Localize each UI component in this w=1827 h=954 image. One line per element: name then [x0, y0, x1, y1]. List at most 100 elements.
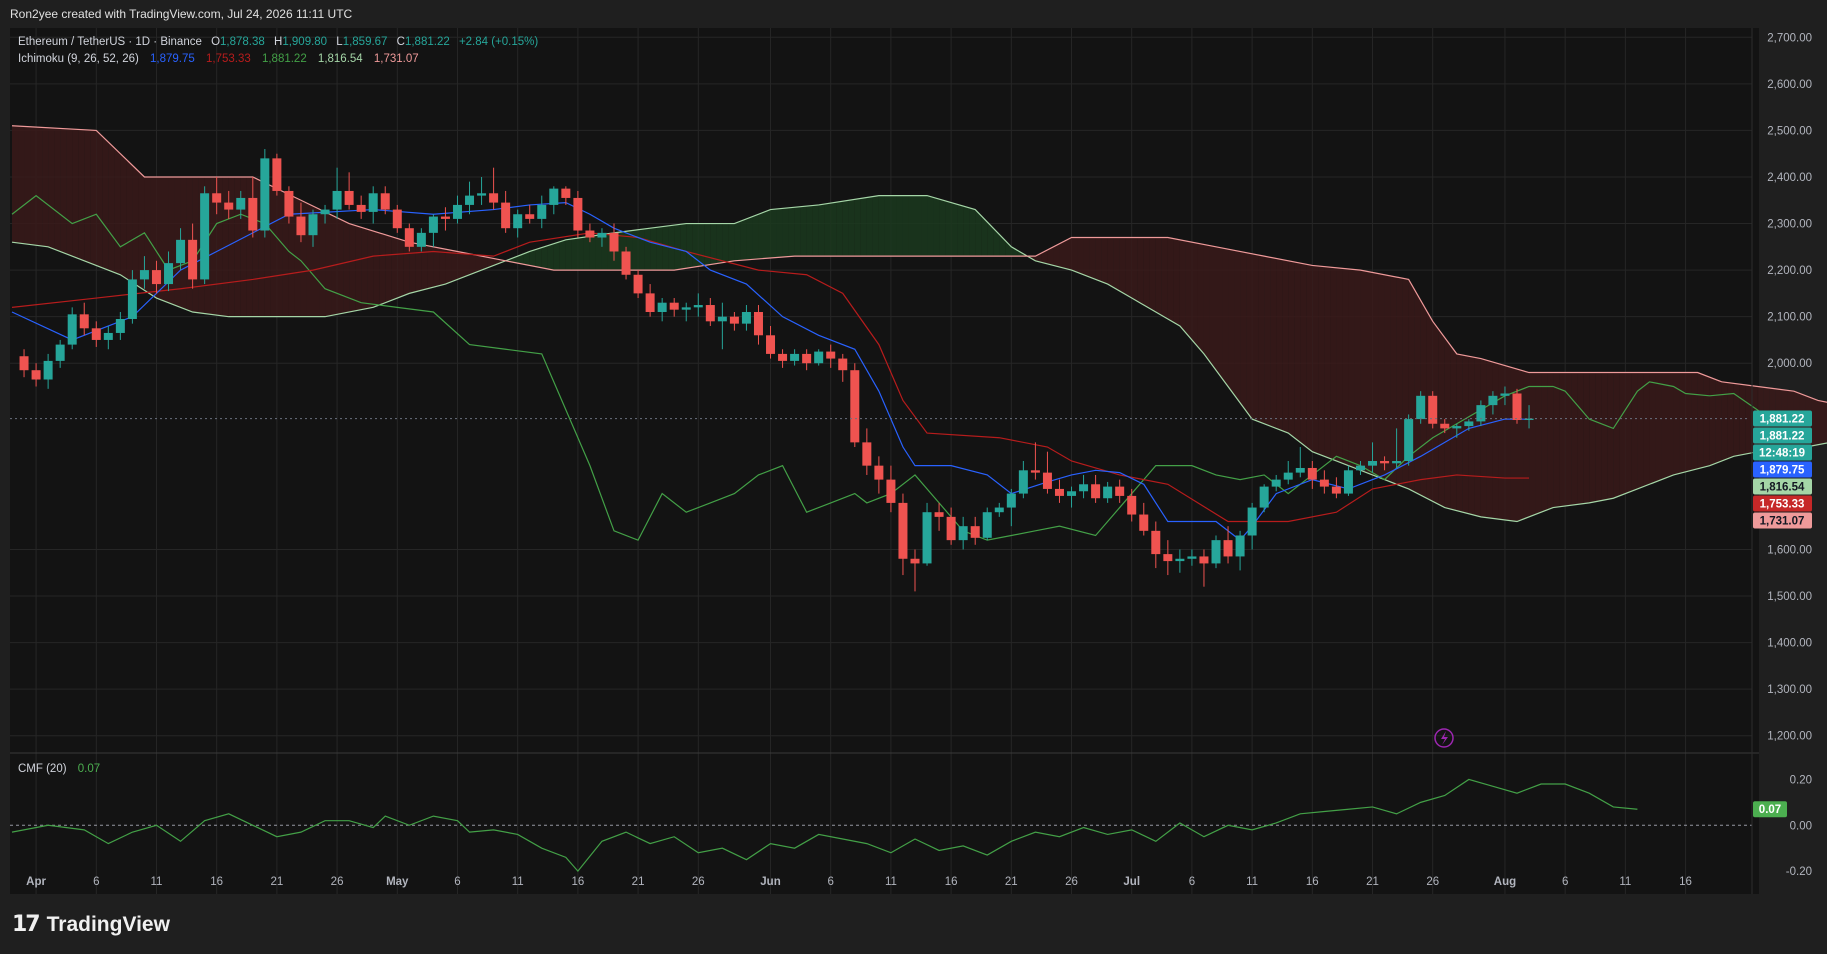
cloud-segment — [90, 130, 97, 266]
svg-text:Ethereum / TetherUS · 1D · Bin: Ethereum / TetherUS · 1D · Binance O1,87… — [18, 36, 538, 48]
candle-body — [910, 558, 920, 564]
cloud-segment — [1197, 243, 1204, 354]
cmf-badge-label: 0.07 — [1759, 804, 1781, 816]
time-tick-label: 21 — [1366, 876, 1379, 888]
cloud-segment — [836, 201, 843, 257]
candle-body — [489, 193, 499, 203]
candle-body — [922, 512, 932, 564]
cloud-segment — [475, 254, 482, 273]
candle-body — [1512, 393, 1522, 421]
cloud-segment — [54, 128, 61, 252]
cloud-segment — [1041, 249, 1048, 264]
candle-body — [1163, 554, 1173, 562]
candle-body — [91, 328, 101, 340]
candle-body — [248, 197, 258, 231]
time-tick-label: Aug — [1494, 876, 1516, 888]
candle-body — [862, 442, 872, 466]
cloud-segment — [656, 226, 663, 271]
price-badge-label: 1,753.33 — [1760, 499, 1805, 511]
ichimoku-conversion-value: 1,879.75 — [150, 53, 195, 65]
cloud-segment — [138, 171, 145, 291]
candle-body — [585, 230, 595, 238]
cloud-segment — [993, 228, 1000, 257]
candle-body — [79, 314, 89, 329]
candle-body — [573, 197, 583, 231]
candle-body — [645, 293, 655, 313]
cloud-segment — [860, 197, 867, 257]
candle-body — [621, 251, 631, 275]
cloud-segment — [445, 249, 452, 285]
cloud-segment — [1685, 372, 1692, 472]
base-line — [11, 232, 1530, 523]
candle-body — [766, 335, 776, 354]
cmf-tick-label: 0.00 — [1790, 820, 1812, 832]
price-axis[interactable]: 2,700.00 2,600.00 2,500.00 2,400.00 2,300.00… — [1767, 32, 1812, 878]
candle-body — [127, 279, 137, 319]
candle-body — [1211, 540, 1221, 564]
cloud-segment — [589, 235, 596, 271]
lightning-icon[interactable] — [1434, 728, 1454, 748]
cloud-segment — [150, 176, 157, 299]
ichimoku-lagging-value: 1,881.22 — [262, 53, 307, 65]
cloud-segment — [1312, 265, 1319, 455]
cloud-segment — [698, 223, 705, 267]
candle-body — [1368, 460, 1378, 466]
cloud-segment — [1077, 237, 1084, 275]
candle-body — [1295, 467, 1305, 473]
brand-name: TradingView — [46, 912, 170, 936]
candle-body — [741, 312, 751, 324]
cloud-segment — [1173, 238, 1180, 326]
time-tick-label: 6 — [828, 876, 834, 888]
cloud-segment — [1396, 277, 1403, 487]
cloud-segment — [1504, 365, 1511, 521]
cloud-segment — [1444, 337, 1451, 510]
candle-body — [176, 239, 186, 264]
candle-body — [1139, 514, 1149, 531]
time-tick-label: May — [386, 876, 409, 888]
cloud-segment — [1583, 372, 1590, 504]
cloud-segment — [896, 195, 903, 257]
candle-body — [778, 353, 788, 361]
time-tick-label: 21 — [632, 876, 645, 888]
candle-body — [416, 232, 426, 247]
time-tick-label: 16 — [1679, 876, 1692, 888]
cloud-segment — [1318, 266, 1325, 457]
cloud-segment — [126, 159, 133, 283]
price-badge — [1753, 410, 1812, 427]
cloud-segment — [902, 195, 909, 257]
cloud-segment — [854, 198, 861, 257]
cloud-segment — [1595, 372, 1602, 502]
candle-body — [958, 526, 968, 541]
candle-body — [368, 193, 378, 212]
price-tick-label: 1,400.00 — [1767, 638, 1812, 650]
cloud-segment — [1625, 372, 1632, 494]
cloud-segment — [1613, 372, 1620, 499]
cloud-segment — [1348, 268, 1355, 468]
cloud-segment — [30, 126, 37, 246]
cloud-segment — [1565, 372, 1572, 506]
cloud-segment — [1529, 372, 1536, 517]
candle-body — [717, 316, 727, 322]
cloud-segment — [18, 126, 25, 244]
cloud-segment — [12, 125, 19, 243]
candle-body — [477, 193, 487, 196]
candle-body — [1187, 556, 1197, 559]
cloud-segment — [1679, 372, 1686, 474]
time-axis[interactable]: Apr 6 11 16 21 26 May 6 11 16 21 26 Jun 6 11 16 21 26 Jul 6… — [26, 876, 1692, 888]
cloud-segment — [1246, 252, 1253, 420]
cloud-segment — [921, 195, 928, 257]
cloud-segment — [969, 207, 976, 257]
grid-lines — [10, 28, 1752, 894]
cloud-segment — [1745, 384, 1752, 455]
time-tick-label: 6 — [1189, 876, 1195, 888]
candle-body — [549, 188, 559, 205]
chart-area[interactable]: 0.07 2,700.00 2,600.00 2,500.00 2,400.00 2,3… — [0, 28, 1827, 898]
candle-body — [1343, 470, 1353, 494]
cloud-segment — [1107, 237, 1114, 288]
candle-body — [1247, 507, 1257, 536]
cloud-segment — [1378, 273, 1385, 480]
cloud-segment — [1288, 260, 1295, 438]
cloud-segment — [1300, 263, 1307, 448]
cloud-segment — [1011, 246, 1018, 257]
cloud-segment — [1209, 245, 1216, 371]
